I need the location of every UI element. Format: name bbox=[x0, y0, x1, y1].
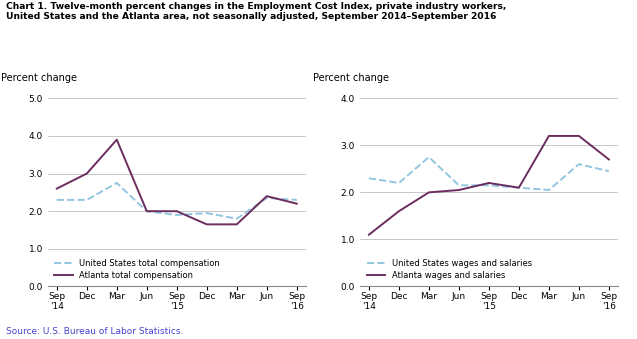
United States wages and salaries bbox=[515, 186, 523, 190]
Atlanta total compensation bbox=[263, 194, 271, 198]
United States total compensation bbox=[83, 198, 90, 202]
Line: United States total compensation: United States total compensation bbox=[57, 183, 297, 219]
Atlanta wages and salaries bbox=[605, 157, 613, 161]
Atlanta wages and salaries bbox=[515, 186, 523, 190]
United States wages and salaries bbox=[575, 162, 583, 166]
Atlanta wages and salaries bbox=[395, 209, 403, 213]
Atlanta wages and salaries bbox=[455, 188, 462, 192]
Atlanta total compensation bbox=[203, 222, 211, 226]
Atlanta wages and salaries bbox=[425, 191, 433, 195]
Line: Atlanta total compensation: Atlanta total compensation bbox=[57, 140, 297, 224]
United States wages and salaries bbox=[365, 176, 373, 180]
Text: Percent change: Percent change bbox=[1, 73, 77, 83]
Atlanta total compensation bbox=[113, 138, 120, 142]
Atlanta total compensation bbox=[53, 186, 61, 191]
United States wages and salaries bbox=[425, 155, 433, 159]
United States total compensation bbox=[203, 211, 211, 215]
Line: United States wages and salaries: United States wages and salaries bbox=[369, 157, 609, 190]
Atlanta total compensation bbox=[293, 202, 301, 206]
United States total compensation bbox=[143, 209, 150, 213]
Atlanta wages and salaries bbox=[545, 134, 553, 138]
United States wages and salaries bbox=[485, 183, 493, 187]
United States total compensation bbox=[173, 213, 181, 217]
United States wages and salaries bbox=[605, 169, 613, 173]
Atlanta wages and salaries bbox=[485, 181, 493, 185]
Text: Chart 1. Twelve-month percent changes in the Employment Cost Index, private indu: Chart 1. Twelve-month percent changes in… bbox=[6, 2, 507, 21]
United States total compensation bbox=[293, 198, 301, 202]
Text: Source: U.S. Bureau of Labor Statistics.: Source: U.S. Bureau of Labor Statistics. bbox=[6, 326, 183, 336]
Atlanta wages and salaries bbox=[575, 134, 583, 138]
United States total compensation bbox=[113, 181, 120, 185]
United States total compensation bbox=[263, 196, 271, 200]
United States total compensation bbox=[53, 198, 61, 202]
Atlanta total compensation bbox=[233, 222, 241, 226]
Legend: United States wages and salaries, Atlanta wages and salaries: United States wages and salaries, Atlant… bbox=[364, 257, 534, 282]
Atlanta total compensation bbox=[143, 209, 150, 213]
Atlanta wages and salaries bbox=[365, 233, 373, 237]
United States wages and salaries bbox=[395, 181, 403, 185]
Text: Percent change: Percent change bbox=[313, 73, 389, 83]
Atlanta total compensation bbox=[83, 172, 90, 176]
United States wages and salaries bbox=[545, 188, 553, 192]
Atlanta total compensation bbox=[173, 209, 181, 213]
United States wages and salaries bbox=[455, 183, 462, 187]
United States total compensation bbox=[233, 217, 241, 221]
Line: Atlanta wages and salaries: Atlanta wages and salaries bbox=[369, 136, 609, 235]
Legend: United States total compensation, Atlanta total compensation: United States total compensation, Atlant… bbox=[52, 257, 223, 282]
